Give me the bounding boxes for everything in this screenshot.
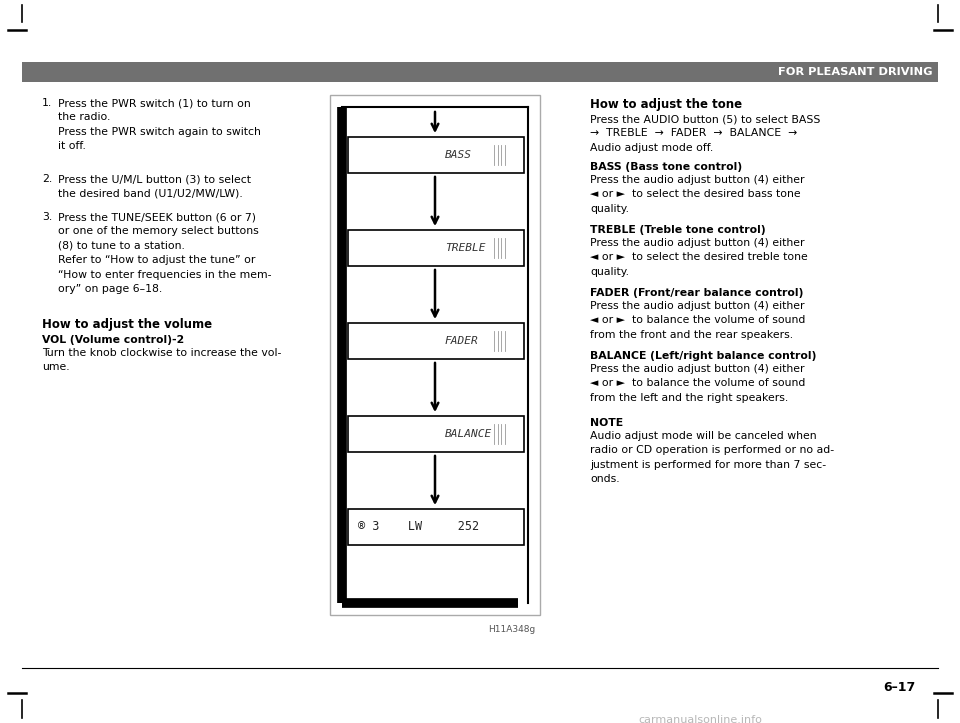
Text: Audio adjust mode will be canceled when
radio or CD operation is performed or no: Audio adjust mode will be canceled when … — [590, 431, 834, 484]
Text: How to adjust the tone: How to adjust the tone — [590, 98, 742, 111]
Text: Press the audio adjust button (4) either
◄ or ►  to select the desired treble to: Press the audio adjust button (4) either… — [590, 238, 807, 277]
Text: Press the TUNE/SEEK button (6 or 7)
or one of the memory select buttons
(8) to t: Press the TUNE/SEEK button (6 or 7) or o… — [58, 212, 272, 294]
Text: 1.: 1. — [42, 98, 52, 108]
Bar — [348, 230, 524, 266]
Bar — [348, 137, 524, 173]
Text: How to adjust the volume: How to adjust the volume — [42, 318, 212, 331]
Bar — [348, 416, 524, 452]
Text: 2.: 2. — [42, 174, 52, 184]
Text: ® 3    LW     252: ® 3 LW 252 — [358, 521, 479, 534]
Text: Press the AUDIO button (5) to select BASS
→  TREBLE  →  FADER  →  BALANCE  →
Aud: Press the AUDIO button (5) to select BAS… — [590, 114, 821, 153]
Text: Turn the knob clockwise to increase the vol-
ume.: Turn the knob clockwise to increase the … — [42, 348, 281, 372]
Text: BASS: BASS — [444, 150, 471, 160]
Text: BALANCE: BALANCE — [444, 429, 492, 439]
Text: Press the PWR switch (1) to turn on
the radio.
Press the PWR switch again to swi: Press the PWR switch (1) to turn on the … — [58, 98, 261, 151]
Text: H11A348g: H11A348g — [488, 625, 535, 634]
Text: NOTE: NOTE — [590, 418, 623, 428]
Text: 3.: 3. — [42, 212, 52, 222]
Bar — [330, 95, 540, 615]
Text: Press the audio adjust button (4) either
◄ or ►  to select the desired bass tone: Press the audio adjust button (4) either… — [590, 175, 804, 214]
Bar — [348, 323, 524, 359]
Bar — [22, 62, 938, 82]
Text: VOL (Volume control)-2: VOL (Volume control)-2 — [42, 335, 184, 345]
Text: TREBLE (Treble tone control): TREBLE (Treble tone control) — [590, 225, 766, 235]
Text: FADER (Front/rear balance control): FADER (Front/rear balance control) — [590, 288, 804, 298]
Text: carmanualsonline.info: carmanualsonline.info — [638, 715, 762, 723]
Text: FOR PLEASANT DRIVING: FOR PLEASANT DRIVING — [778, 67, 932, 77]
Text: Press the U/M/L button (3) to select
the desired band (U1/U2/MW/LW).: Press the U/M/L button (3) to select the… — [58, 174, 251, 198]
Text: TREBLE: TREBLE — [444, 243, 486, 253]
Text: Press the audio adjust button (4) either
◄ or ►  to balance the volume of sound
: Press the audio adjust button (4) either… — [590, 364, 805, 403]
Text: BALANCE (Left/right balance control): BALANCE (Left/right balance control) — [590, 351, 816, 361]
Text: 6–17: 6–17 — [884, 681, 916, 694]
Text: FADER: FADER — [444, 336, 478, 346]
Text: BASS (Bass tone control): BASS (Bass tone control) — [590, 162, 742, 172]
Bar — [348, 509, 524, 545]
Text: Press the audio adjust button (4) either
◄ or ►  to balance the volume of sound
: Press the audio adjust button (4) either… — [590, 301, 805, 340]
